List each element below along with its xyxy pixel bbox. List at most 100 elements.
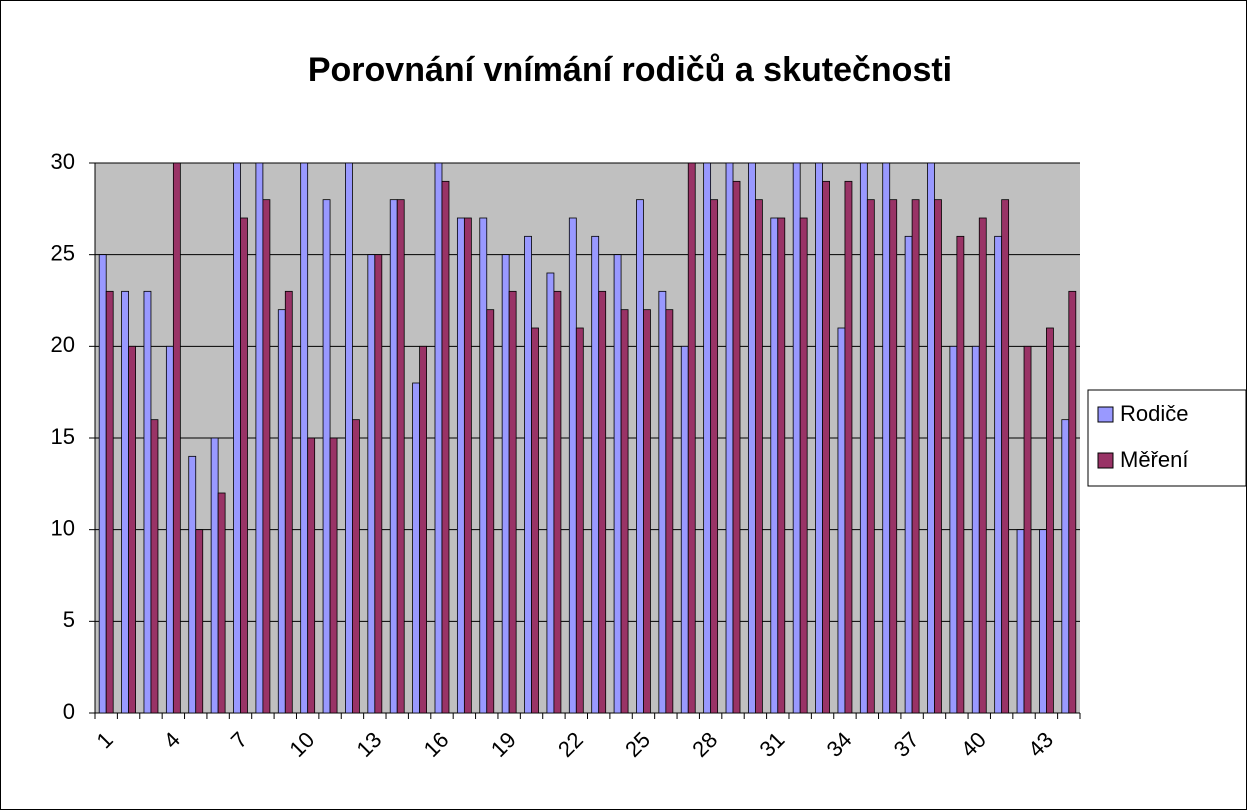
bar <box>352 419 360 714</box>
bar <box>1016 529 1025 714</box>
bar <box>217 492 226 714</box>
bar <box>1061 419 1070 714</box>
bar <box>456 217 465 714</box>
bar <box>889 199 898 714</box>
bar <box>1001 199 1010 714</box>
bar <box>1068 290 1077 714</box>
bar <box>374 254 383 714</box>
bar <box>792 162 801 714</box>
bar <box>725 162 734 714</box>
bar <box>680 345 689 714</box>
bar <box>747 162 756 714</box>
bar <box>345 162 353 714</box>
bar <box>412 382 421 714</box>
bar <box>904 235 913 714</box>
bar <box>172 162 181 714</box>
bar <box>1046 327 1054 714</box>
bar <box>300 162 309 714</box>
bar <box>143 290 152 714</box>
bar <box>367 254 376 714</box>
bar <box>524 235 532 714</box>
bar <box>165 345 174 714</box>
legend-box <box>1087 389 1247 487</box>
bar <box>508 290 517 714</box>
bar <box>837 327 846 714</box>
bar <box>934 199 942 714</box>
bar <box>486 309 495 714</box>
legend-label: Rodiče <box>1120 401 1188 426</box>
bar <box>859 162 868 714</box>
bar <box>501 254 510 714</box>
y-tick-label: 0 <box>63 699 75 724</box>
bar <box>284 290 293 714</box>
bar <box>240 217 248 714</box>
bar <box>994 235 1003 714</box>
legend-swatch <box>1097 452 1114 469</box>
bar <box>732 180 741 714</box>
bar <box>389 199 398 714</box>
bar <box>620 309 629 714</box>
bar <box>1023 345 1032 714</box>
bar <box>150 419 159 714</box>
bar <box>98 254 107 714</box>
bar <box>463 217 472 714</box>
bar <box>195 529 204 714</box>
bar <box>598 290 607 714</box>
bar <box>262 199 271 714</box>
bar <box>546 272 555 714</box>
bar <box>419 345 428 714</box>
bar <box>978 217 987 714</box>
y-tick-label: 10 <box>51 515 75 540</box>
bar <box>754 199 763 714</box>
bar <box>441 180 450 714</box>
bar <box>121 290 129 714</box>
bar <box>799 217 808 714</box>
chart-title: Porovnání vnímání rodičů a skutečnosti <box>308 51 952 89</box>
bar <box>396 199 405 714</box>
bar <box>128 345 136 714</box>
y-tick-label: 30 <box>51 149 75 174</box>
bar <box>770 217 779 714</box>
bar <box>643 309 651 714</box>
bar <box>949 345 958 714</box>
legend-label: Měření <box>1120 447 1188 472</box>
y-tick-label: 5 <box>63 607 75 632</box>
bar <box>277 309 286 714</box>
bar <box>307 437 316 714</box>
bar <box>636 199 644 714</box>
bar <box>822 180 830 714</box>
bar <box>210 437 219 714</box>
y-tick-label: 15 <box>51 424 75 449</box>
bar <box>687 162 696 714</box>
bar <box>553 290 562 714</box>
bar <box>815 162 823 714</box>
bar <box>911 199 920 714</box>
bar <box>777 217 786 714</box>
bar <box>188 455 197 714</box>
bar <box>531 327 539 714</box>
bar <box>575 327 584 714</box>
bar <box>703 162 712 714</box>
bar <box>844 180 853 714</box>
legend-swatch <box>1097 406 1114 423</box>
bar <box>105 290 114 714</box>
bar <box>665 309 674 714</box>
bar <box>233 162 241 714</box>
bar <box>434 162 443 714</box>
bar <box>322 199 331 714</box>
bar <box>971 345 980 714</box>
bar <box>613 254 622 714</box>
bar <box>255 162 264 714</box>
bar <box>479 217 488 714</box>
bar <box>568 217 577 714</box>
bar <box>1039 529 1047 714</box>
bar <box>956 235 965 714</box>
bar <box>329 437 338 714</box>
y-tick-label: 20 <box>51 332 75 357</box>
bar <box>866 199 875 714</box>
y-tick-label: 25 <box>51 240 75 265</box>
bar <box>927 162 935 714</box>
bar <box>591 235 600 714</box>
bar <box>882 162 891 714</box>
